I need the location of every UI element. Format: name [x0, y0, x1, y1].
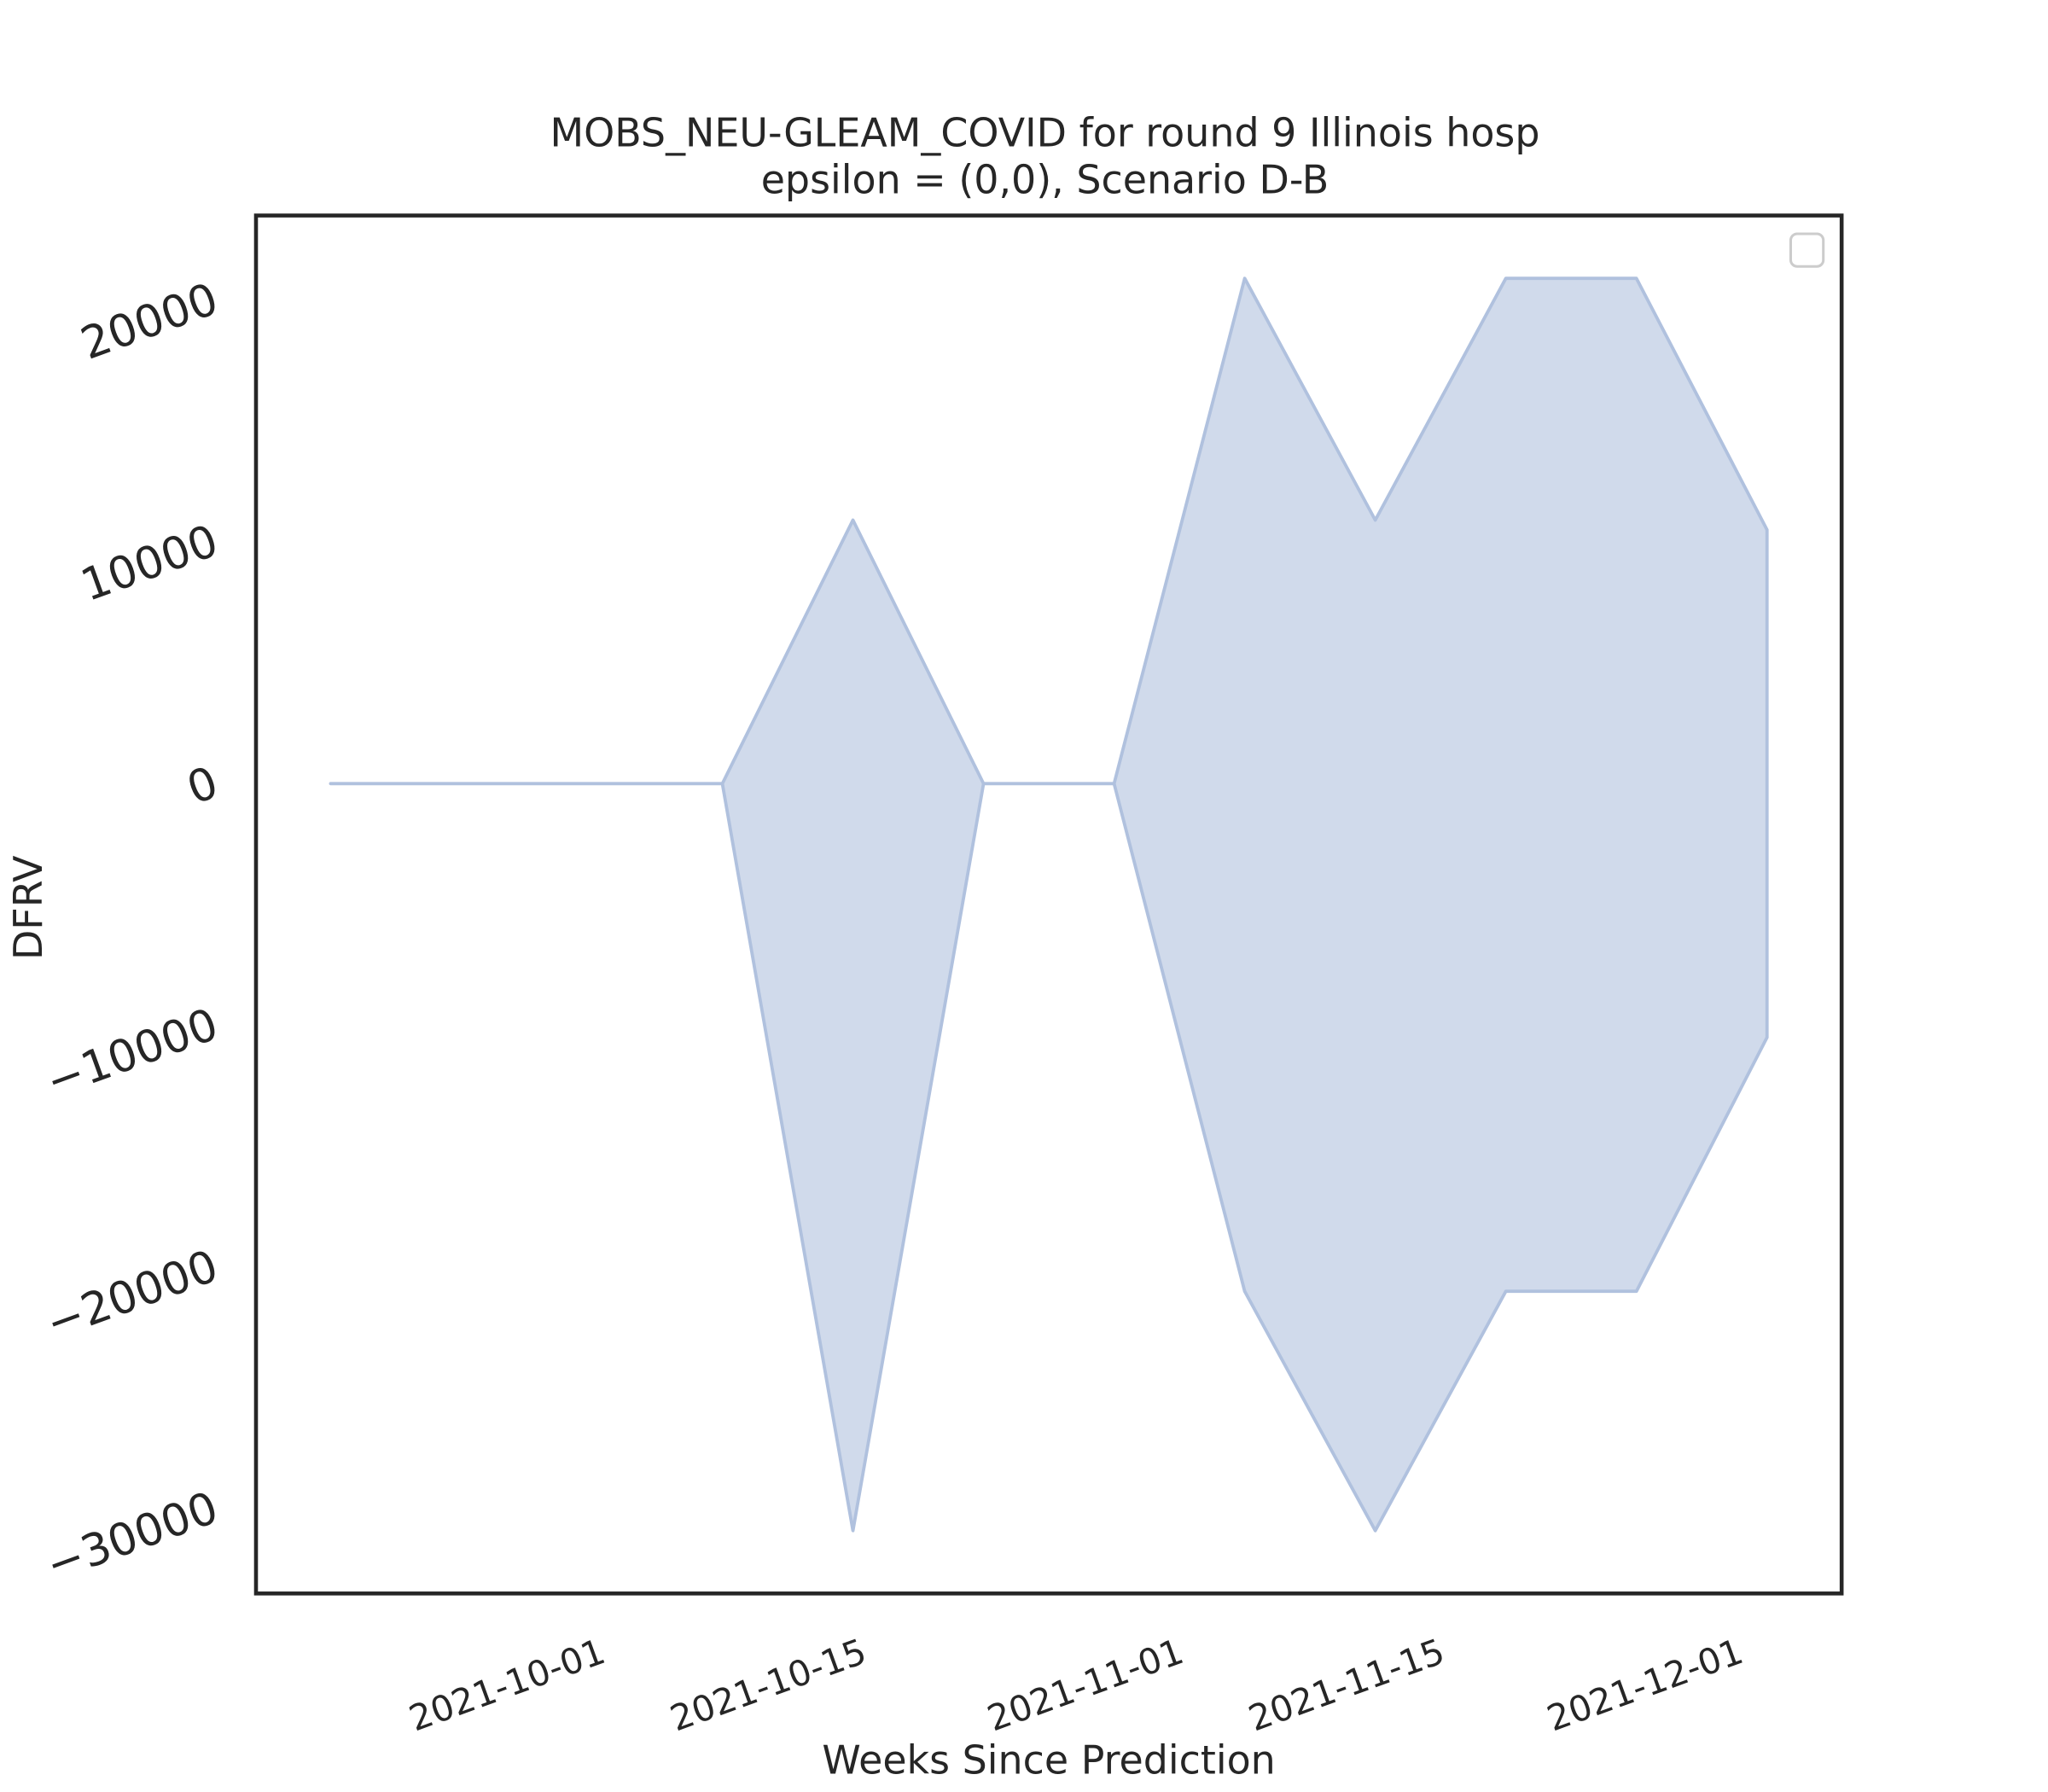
- x-axis-label: Weeks Since Prediction: [822, 1737, 1275, 1783]
- y-axis-label: DFRV: [5, 855, 51, 960]
- chart-subtitle: epsilon = (0,0), Scenario D-B: [761, 157, 1329, 203]
- band-area: [329, 276, 1769, 1533]
- axes-frame: [253, 213, 1844, 1596]
- legend: [1789, 232, 1825, 268]
- plot-area: [329, 276, 1769, 1533]
- chart-title: MOBS_NEU-GLEAM_COVID for round 9 Illinoi…: [550, 109, 1540, 155]
